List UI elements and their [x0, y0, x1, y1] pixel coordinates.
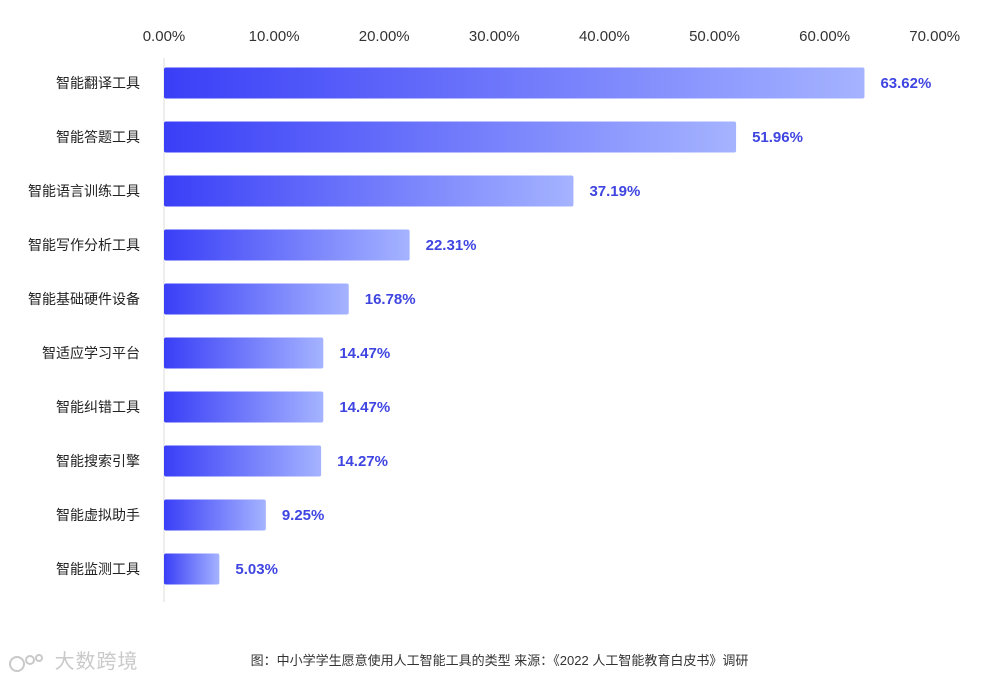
- x-tick-label: 20.00%: [359, 28, 410, 45]
- bar: [164, 283, 349, 315]
- data-label: 14.27%: [337, 453, 388, 470]
- category-label: 智适应学习平台: [42, 345, 140, 361]
- x-tick-label: 60.00%: [799, 28, 850, 45]
- data-label: 63.62%: [880, 75, 931, 92]
- x-tick-label: 10.00%: [249, 28, 300, 45]
- bar: [164, 337, 324, 369]
- bar: [164, 391, 324, 423]
- x-tick-label: 70.00%: [909, 28, 960, 45]
- x-tick-label: 50.00%: [689, 28, 740, 45]
- figure-caption: 图：中小学学生愿意使用人工智能工具的类型 来源：《2022 人工智能教育白皮书》…: [250, 653, 749, 668]
- bar: [164, 553, 220, 585]
- category-label: 智能虚拟助手: [56, 507, 140, 523]
- category-label: 智能语言训练工具: [28, 183, 140, 199]
- bar: [164, 121, 737, 153]
- x-tick-label: 0.00%: [143, 28, 186, 45]
- category-label: 智能答题工具: [56, 129, 140, 145]
- category-label: 智能监测工具: [56, 561, 140, 577]
- x-tick-label: 40.00%: [579, 28, 630, 45]
- category-label: 智能写作分析工具: [28, 237, 140, 253]
- bar: [164, 67, 865, 99]
- data-label: 51.96%: [752, 129, 803, 146]
- data-label: 37.19%: [589, 183, 640, 200]
- x-tick-label: 30.00%: [469, 28, 520, 45]
- bar: [164, 175, 574, 207]
- category-label: 智能纠错工具: [56, 399, 140, 415]
- data-label: 5.03%: [235, 561, 278, 578]
- watermark: 大数跨境: [8, 645, 139, 674]
- data-label: 22.31%: [426, 237, 477, 254]
- category-label: 智能基础硬件设备: [28, 291, 140, 307]
- bar-chart: 0.00% 10.00% 20.00% 30.00% 40.00% 50.00% 60.00…: [28, 28, 960, 602]
- bar: [164, 229, 410, 261]
- watermark-logo-icon: [9, 653, 43, 672]
- data-label: 16.78%: [365, 291, 416, 308]
- data-label: 9.25%: [282, 507, 325, 524]
- data-label: 14.47%: [339, 399, 390, 416]
- category-label: 智能搜索引擎: [56, 453, 140, 469]
- watermark-text: 大数跨境: [54, 651, 139, 673]
- data-label: 14.47%: [339, 345, 390, 362]
- bar: [164, 499, 266, 531]
- category-label: 智能翻译工具: [56, 75, 140, 91]
- bar: [164, 445, 322, 477]
